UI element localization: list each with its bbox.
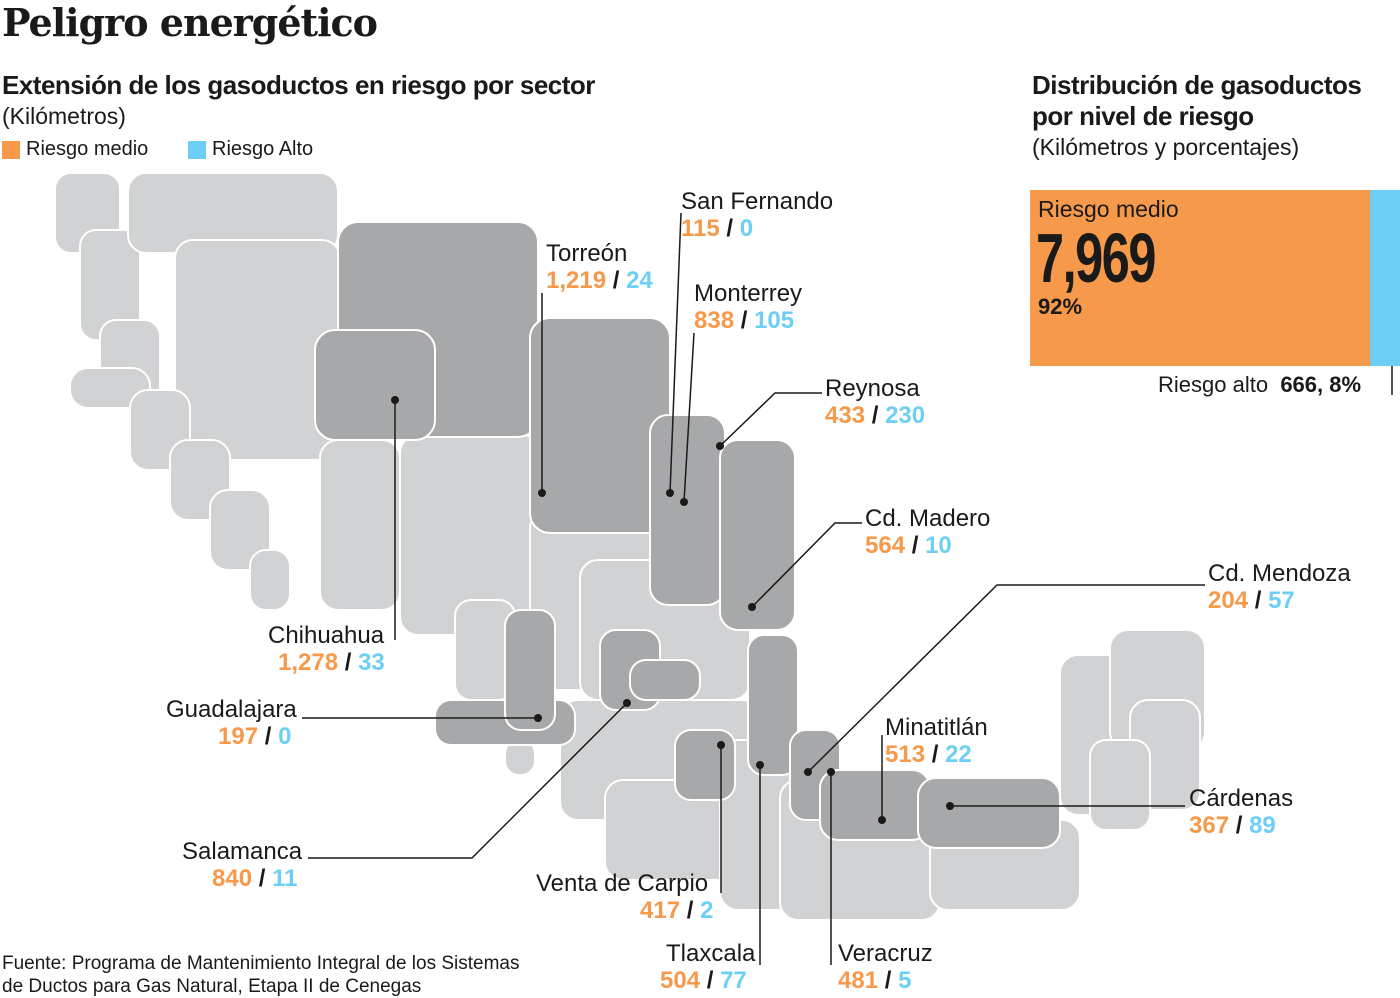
value-medio: 840: [212, 865, 253, 892]
bar-medio-value: 7,969: [1036, 219, 1156, 297]
value-medio: 433: [825, 402, 866, 429]
source-note: Fuente: Programa de Mantenimiento Integr…: [2, 952, 520, 998]
value-alto: 230: [885, 402, 926, 429]
value-medio: 513: [885, 741, 926, 768]
separator: /: [264, 723, 272, 750]
sector-label-guadalajara: Guadalajara: [166, 696, 297, 723]
value-alto: 0: [278, 723, 292, 750]
value-medio: 115: [681, 215, 720, 242]
sector-values-cardenas: 367 / 89: [1189, 812, 1276, 840]
bar-medio: Riesgo medio 7,969 92%: [1030, 190, 1370, 366]
sector-label-salamanca: Salamanca: [182, 838, 303, 865]
map-light-regions: [54, 172, 1206, 921]
value-alto: 33: [358, 649, 385, 676]
sector-values-guadalajara: 197 / 0: [218, 723, 291, 751]
sector-label-reynosa: Reynosa: [825, 375, 920, 402]
sector-label-tlaxcala: Tlaxcala: [666, 940, 756, 967]
value-alto: 5: [898, 967, 912, 994]
bar-unit: (Kilómetros y porcentajes): [1032, 134, 1300, 160]
value-alto: 89: [1249, 812, 1276, 839]
value-medio: 481: [838, 967, 879, 994]
bar-medio-pct: 92%: [1038, 294, 1083, 319]
value-alto: 11: [272, 865, 298, 892]
bar-alto-caption: Riesgo alto 666, 8%: [1158, 372, 1361, 398]
sector-values-torreon: 1,219 / 24: [546, 267, 653, 295]
value-alto: 10: [925, 532, 952, 559]
separator: /: [884, 967, 892, 994]
separator: /: [911, 532, 919, 559]
sector-label-cardenas: Cárdenas: [1189, 785, 1294, 812]
sector-label-torreon: Torreón: [546, 240, 628, 267]
separator: /: [344, 649, 352, 676]
sector-values-tlaxcala: 504 / 77: [660, 967, 747, 995]
sector-values-cd-mendoza: 204 / 57: [1208, 587, 1295, 615]
value-medio: 417: [640, 897, 681, 924]
separator: /: [258, 865, 266, 892]
sector-values-veracruz: 481 / 5: [838, 967, 911, 995]
value-alto: 77: [720, 967, 747, 994]
map-dark-regions: [314, 221, 1061, 849]
bar-medio-label: Riesgo medio: [1038, 196, 1179, 222]
value-alto: 24: [626, 267, 653, 294]
sector-values-san-fernando: 115 / 0: [681, 215, 753, 243]
sector-label-monterrey: Monterrey: [694, 280, 803, 307]
legend-label: Riesgo medio: [26, 138, 149, 160]
sector-label-venta-de-carpio: Venta de Carpio: [536, 870, 709, 897]
sector-label-cd-mendoza: Cd. Mendoza: [1208, 560, 1351, 587]
sector-label-minatitlan: Minatitlán: [885, 714, 988, 741]
legend-swatch-blue: [188, 140, 206, 159]
sector-label-san-fernando: San Fernando: [681, 188, 834, 215]
bar-subtitle-2: por nivel de riesgo: [1032, 101, 1254, 131]
sector-values-reynosa: 433 / 230: [825, 402, 925, 430]
separator: /: [740, 307, 748, 334]
value-medio: 367: [1189, 812, 1230, 839]
separator: /: [686, 897, 694, 924]
value-medio: 197: [218, 723, 259, 750]
bar-alto-label: Riesgo alto: [1158, 372, 1269, 397]
value-alto: 105: [754, 307, 795, 334]
sector-dots: [391, 396, 954, 824]
value-alto: 0: [739, 215, 754, 242]
bar-alto-value: 666, 8%: [1280, 372, 1362, 397]
legend-swatch-orange: [2, 140, 20, 159]
map-unit: (Kilómetros): [2, 103, 126, 129]
sector-values-monterrey: 838 / 105: [694, 307, 794, 335]
bar-subtitle-1: Distribución de gasoductos: [1032, 70, 1362, 100]
separator: /: [1254, 587, 1262, 614]
sector-values-cd-madero: 564 / 10: [865, 532, 952, 560]
separator: /: [726, 215, 734, 242]
sector-label-chihuahua: Chihuahua: [268, 622, 385, 649]
separator: /: [706, 967, 714, 994]
separator: /: [612, 267, 620, 294]
source-line: Fuente: Programa de Mantenimiento Integr…: [2, 953, 520, 974]
legend-label: Riesgo Alto: [212, 138, 314, 160]
sector-values-chihuahua: 1,278 / 33: [278, 649, 385, 677]
sector-values-minatitlan: 513 / 22: [885, 741, 972, 769]
value-medio: 504: [660, 967, 701, 994]
value-medio: 564: [865, 532, 906, 559]
value-alto: 22: [945, 741, 972, 768]
value-alto: 57: [1268, 587, 1295, 614]
sector-values-salamanca: 840 / 11: [212, 865, 297, 893]
bar-alto: [1370, 190, 1400, 366]
sector-label-cd-madero: Cd. Madero: [865, 505, 991, 532]
separator: /: [1235, 812, 1243, 839]
map-subtitle: Extensión de los gasoductos en riesgo po…: [2, 70, 595, 100]
sector-values-venta-de-carpio: 417 / 2: [640, 897, 713, 925]
separator: /: [931, 741, 939, 768]
separator: /: [871, 402, 879, 429]
legend-medio: Riesgo medio: [2, 138, 148, 161]
value-medio: 838: [694, 307, 735, 334]
legend-alto: Riesgo Alto: [188, 138, 313, 161]
sector-label-veracruz: Veracruz: [838, 940, 933, 967]
source-line: de Ductos para Gas Natural, Etapa II de …: [2, 976, 422, 997]
value-medio: 204: [1208, 587, 1249, 614]
value-medio: 1,278: [278, 649, 339, 676]
value-alto: 2: [700, 897, 714, 924]
page-title: Peligro energético: [2, 0, 378, 45]
value-medio: 1,219: [546, 267, 607, 294]
